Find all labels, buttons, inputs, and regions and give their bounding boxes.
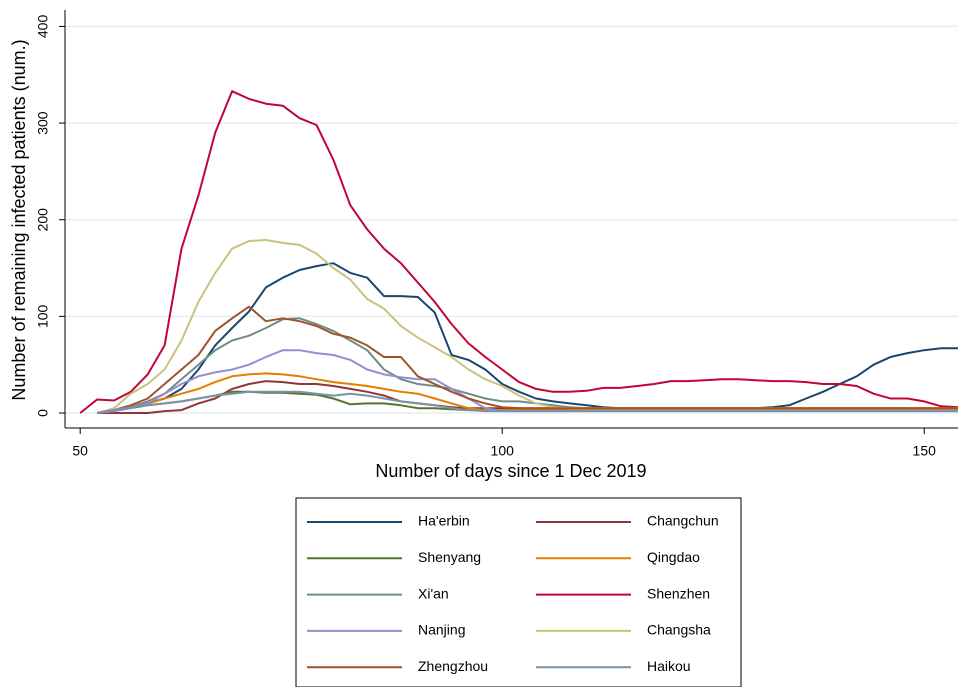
series-line xyxy=(96,349,958,414)
x-tick-label: 100 xyxy=(491,443,515,459)
legend-label: Changsha xyxy=(647,622,711,638)
y-tick-label: 400 xyxy=(35,15,51,39)
legend-label: Nanjing xyxy=(418,622,465,638)
y-tick-label: 200 xyxy=(35,208,51,232)
y-tick-label: 300 xyxy=(35,111,51,135)
y-tick-label: 0 xyxy=(35,409,51,417)
x-tick-label: 150 xyxy=(913,443,937,459)
series-line xyxy=(79,90,959,414)
legend-label: Ha'erbin xyxy=(418,513,470,529)
legend-label: Xi'an xyxy=(418,585,449,601)
series-line xyxy=(96,239,958,414)
legend-label: Shenzhen xyxy=(647,585,710,601)
legend-label: Shenyang xyxy=(418,549,481,565)
y-tick-label: 100 xyxy=(35,304,51,328)
legend-label: Qingdao xyxy=(647,549,700,565)
series-line xyxy=(96,305,958,414)
y-axis-title: Number of remaining infected patients (n… xyxy=(9,39,29,400)
legend-label: Changchun xyxy=(647,513,719,529)
x-axis-title: Number of days since 1 Dec 2019 xyxy=(375,461,646,481)
legend-box xyxy=(295,497,742,687)
legend-label: Zhengzhou xyxy=(418,658,488,674)
legend-label: Haikou xyxy=(647,658,691,674)
x-tick-label: 50 xyxy=(72,443,88,459)
series-line xyxy=(96,262,958,414)
series-line xyxy=(96,390,958,414)
